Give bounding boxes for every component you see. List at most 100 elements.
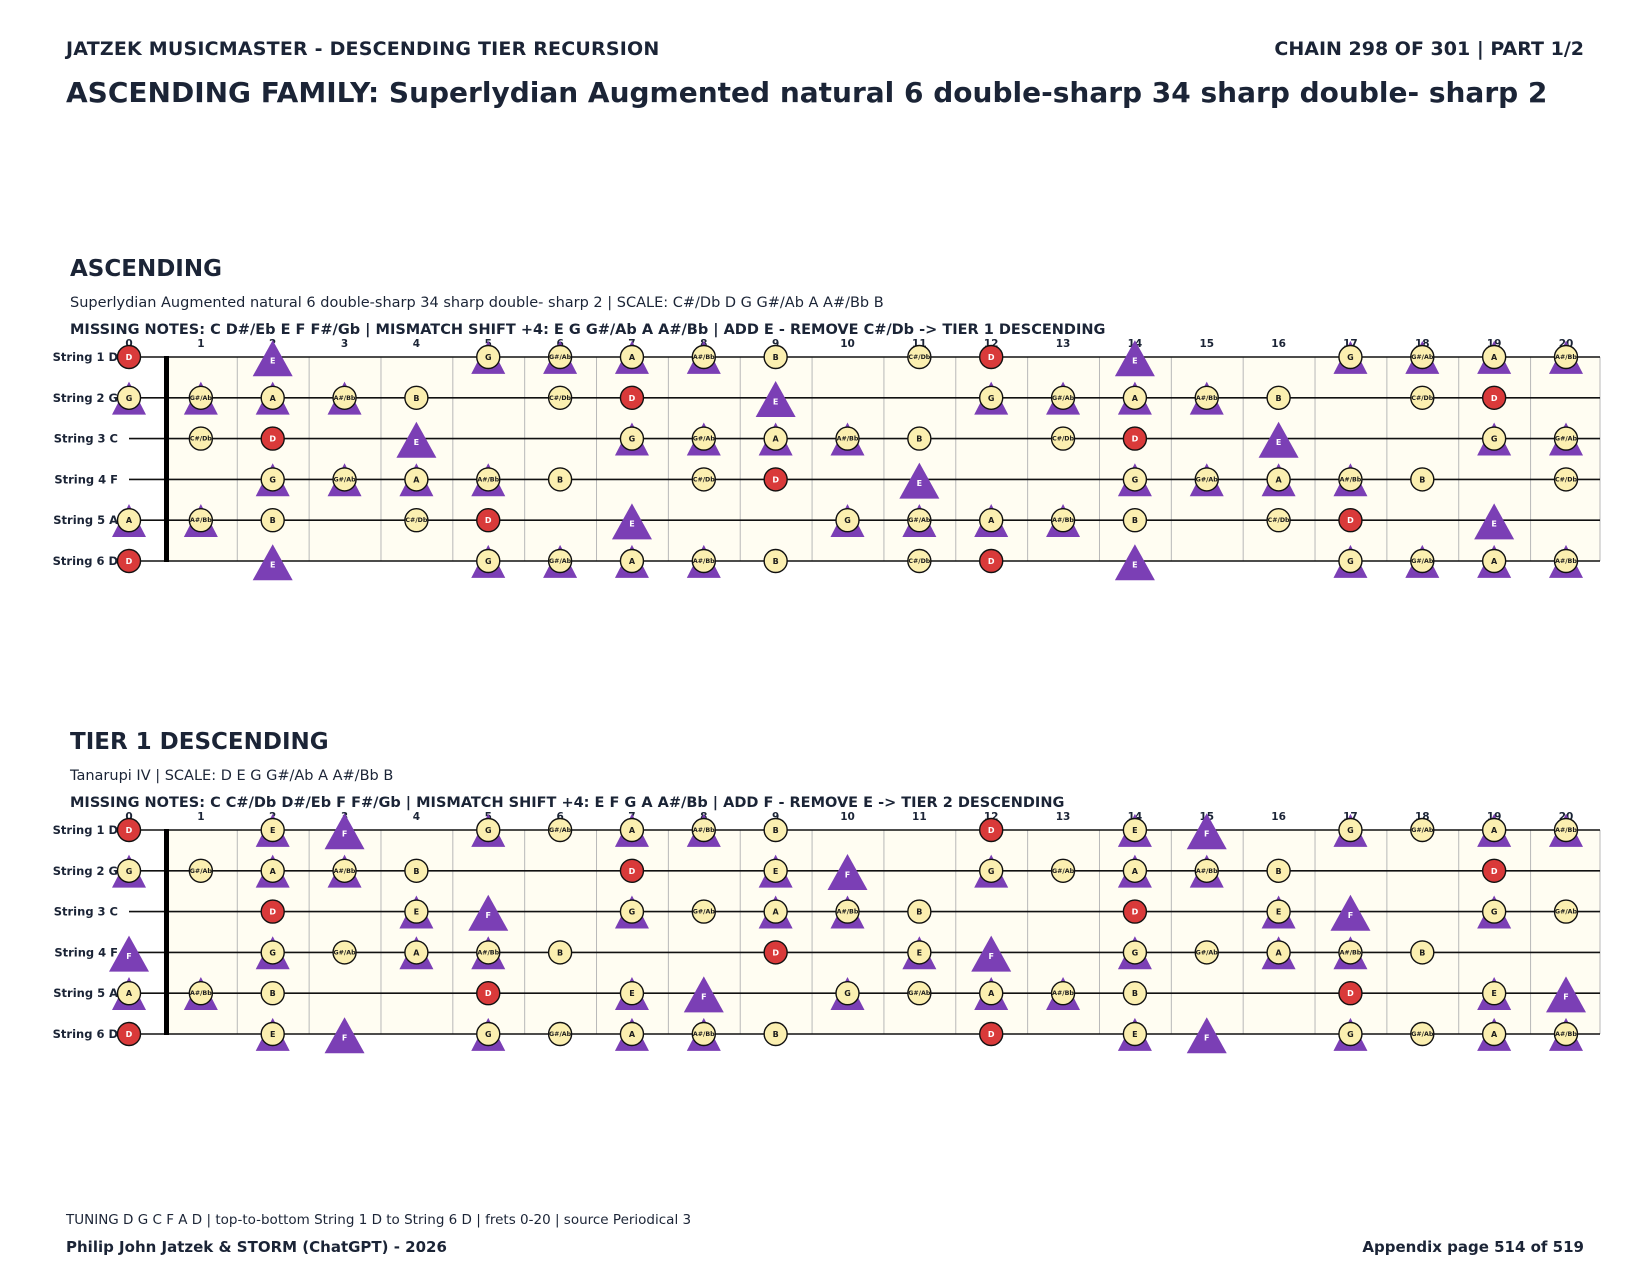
note-label: G#/Ab bbox=[333, 476, 356, 483]
scale-note-circle bbox=[404, 507, 429, 533]
note-marker: G bbox=[112, 854, 146, 888]
note-label: D bbox=[126, 826, 133, 835]
note-label: A bbox=[629, 1030, 636, 1039]
root-note-circle bbox=[1481, 858, 1507, 884]
note-label: B bbox=[270, 989, 276, 998]
note-label: C#/Db bbox=[190, 436, 212, 443]
root-note-circle bbox=[260, 899, 285, 924]
note-label: E bbox=[629, 520, 634, 529]
scale-note-circle bbox=[404, 899, 429, 924]
note-label: E bbox=[773, 867, 778, 876]
scale-note-circle bbox=[763, 1021, 788, 1047]
note-marker: C#/Db bbox=[188, 426, 214, 451]
note-label: A bbox=[773, 908, 780, 917]
note-marker: G#/Ab bbox=[543, 340, 578, 374]
string-label-2: String 2 G bbox=[53, 391, 118, 405]
string-label-6: String 6 D bbox=[53, 554, 118, 568]
note-label: G#/Ab bbox=[549, 354, 572, 361]
note-marker: A#/Bb bbox=[686, 813, 721, 847]
note-marker: F bbox=[324, 813, 365, 850]
note-label: F bbox=[1204, 1034, 1209, 1043]
note-label: A bbox=[1491, 826, 1498, 835]
note-marker: G bbox=[1117, 463, 1152, 497]
note-label: A#/Bb bbox=[1340, 476, 1362, 483]
note-label: G#/Ab bbox=[908, 990, 931, 997]
scale-note-circle bbox=[547, 940, 573, 965]
scale-note-circle bbox=[260, 467, 285, 492]
note-marker: G#/Ab bbox=[902, 504, 937, 538]
note-label: E bbox=[1491, 989, 1496, 998]
triangle-marker bbox=[1330, 894, 1371, 931]
note-label: A#/Bb bbox=[1052, 517, 1074, 524]
note-marker: A bbox=[112, 977, 146, 1011]
note-label: E bbox=[270, 561, 275, 570]
string-label-5: String 5 A bbox=[53, 513, 118, 527]
note-label: E bbox=[270, 357, 275, 366]
scale-note-circle bbox=[907, 344, 932, 370]
fret-number-10: 10 bbox=[840, 338, 855, 350]
tuning-note: TUNING D G C F A D | top-to-bottom Strin… bbox=[66, 1212, 692, 1228]
note-label: B bbox=[1132, 516, 1138, 525]
fret-number-10: 10 bbox=[840, 811, 855, 823]
note-marker: B bbox=[404, 385, 429, 411]
fretboard-tier1-descending: String 1 D String 2 G String 3 C String 4 F… bbox=[53, 811, 1601, 1054]
scale-note-circle bbox=[1553, 548, 1579, 574]
scale-note-circle bbox=[1122, 858, 1148, 884]
note-label: A bbox=[629, 557, 636, 566]
note-label: G bbox=[269, 475, 276, 484]
scale-note-circle bbox=[1266, 858, 1291, 884]
note-label: G#/Ab bbox=[1555, 436, 1578, 443]
note-label: B bbox=[557, 948, 563, 957]
note-label: G bbox=[485, 826, 492, 835]
nut bbox=[164, 829, 169, 1035]
scale-note-circle bbox=[1338, 467, 1363, 492]
note-label: B bbox=[1419, 475, 1425, 484]
root-note-circle bbox=[116, 548, 142, 574]
note-marker: A#/Bb bbox=[1046, 504, 1081, 538]
note-marker: E bbox=[902, 936, 937, 970]
scale-note-circle bbox=[476, 548, 501, 574]
note-label: D bbox=[772, 948, 779, 957]
scale-note-circle bbox=[332, 858, 357, 884]
scale-note-circle bbox=[1338, 817, 1363, 843]
note-marker: A bbox=[255, 381, 290, 415]
scale-note-circle bbox=[763, 548, 788, 574]
triangle-marker bbox=[1114, 544, 1155, 581]
note-label: A#/Bb bbox=[1196, 868, 1218, 875]
note-marker: G bbox=[1333, 340, 1368, 374]
note-marker: A bbox=[255, 854, 290, 888]
note-label: B bbox=[773, 1030, 779, 1039]
note-marker: G bbox=[1333, 544, 1368, 578]
scale-note-circle bbox=[691, 548, 716, 574]
note-marker: D bbox=[619, 858, 645, 884]
note-marker: B bbox=[260, 980, 285, 1006]
note-marker: A bbox=[399, 463, 434, 497]
scale-note-circle bbox=[1194, 385, 1219, 411]
note-label: F bbox=[988, 952, 993, 961]
scale-note-circle bbox=[404, 467, 429, 492]
note-label: E bbox=[414, 438, 419, 447]
note-marker: E bbox=[252, 340, 293, 377]
scale-note-circle bbox=[116, 980, 142, 1006]
scale-note-circle bbox=[1122, 940, 1148, 965]
note-marker: C#/Db bbox=[404, 507, 429, 533]
note-marker: G#/Ab bbox=[327, 463, 362, 497]
scale-note-circle bbox=[1410, 1021, 1435, 1047]
header-title: JATZEK MUSICMASTER - DESCENDING TIER REC… bbox=[66, 38, 660, 60]
note-marker: G bbox=[830, 977, 865, 1011]
section-note-tier1-descending: MISSING NOTES: C C#/Db D#/Eb F F#/Gb | M… bbox=[70, 795, 1065, 811]
scale-note-circle bbox=[1338, 344, 1363, 370]
scale-note-circle bbox=[1266, 507, 1291, 533]
note-label: B bbox=[916, 908, 922, 917]
note-marker: G#/Ab bbox=[907, 980, 932, 1006]
note-marker: D bbox=[116, 817, 142, 843]
note-label: G bbox=[1132, 948, 1139, 957]
string-label-3: String 3 C bbox=[54, 432, 118, 446]
note-label: C#/Db bbox=[405, 517, 427, 524]
note-label: F bbox=[342, 830, 347, 839]
note-marker: A#/Bb bbox=[471, 463, 506, 497]
note-label: C#/Db bbox=[1555, 476, 1577, 483]
note-marker: B bbox=[1122, 980, 1148, 1006]
note-marker: D bbox=[979, 1021, 1004, 1047]
section-title-tier1-descending: TIER 1 DESCENDING bbox=[70, 729, 329, 755]
